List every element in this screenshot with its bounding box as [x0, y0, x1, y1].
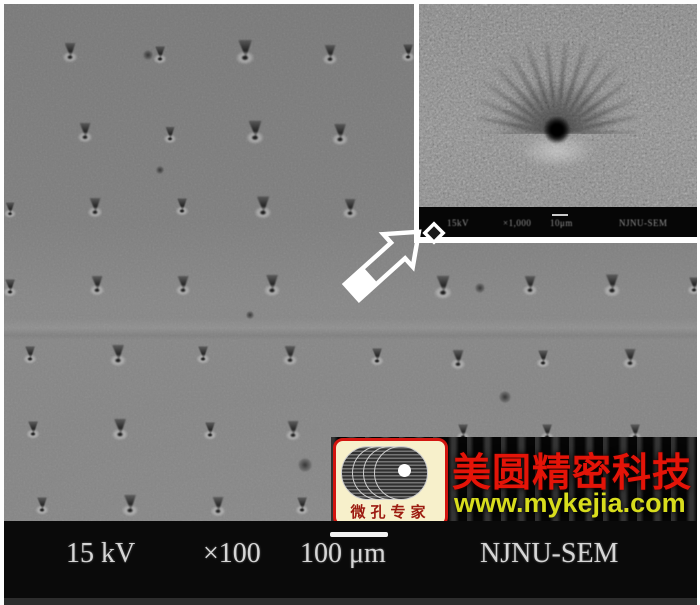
inset-voltage-label: 15kV — [447, 218, 469, 228]
inset-scale-label: 10μm — [550, 218, 573, 228]
logo-disc-4 — [374, 446, 428, 500]
frame-top — [0, 0, 700, 4]
logo-disc-hole-icon — [398, 464, 411, 477]
inset-micrograph: 15kV ×1,000 10μm NJNU-SEM — [414, 4, 697, 243]
logo-caption: 微孔专家 — [350, 505, 431, 521]
inset-instrument-label: NJNU-SEM — [619, 218, 668, 228]
surface-boundary-band — [4, 318, 697, 340]
info-bar: 15 kV ×100 100 μm NJNU-SEM — [4, 521, 697, 605]
scale-label: 100 μm — [300, 538, 386, 569]
instrument-label: NJNU-SEM — [480, 538, 619, 569]
watermark-url: www.mykejia.com — [454, 488, 686, 518]
watermark-company-name: 美圆精密科技 — [452, 452, 693, 495]
inset-magnification-label: ×1,000 — [503, 218, 532, 228]
info-bar-bottom-strip — [4, 598, 697, 605]
vendor-logo: 微孔专家 — [333, 438, 448, 527]
frame-right — [697, 0, 700, 605]
scale-bar — [330, 532, 388, 537]
inset-info-bar: 15kV ×1,000 10μm NJNU-SEM — [419, 207, 697, 237]
magnification-label: ×100 — [203, 538, 261, 569]
frame-left — [0, 0, 4, 605]
inset-hole-core — [543, 116, 571, 144]
voltage-label: 15 kV — [66, 538, 136, 569]
watermark-banner: 微孔专家 美圆精密科技 www.mykejia.com — [331, 437, 697, 531]
inset-scale-bar — [552, 214, 568, 216]
